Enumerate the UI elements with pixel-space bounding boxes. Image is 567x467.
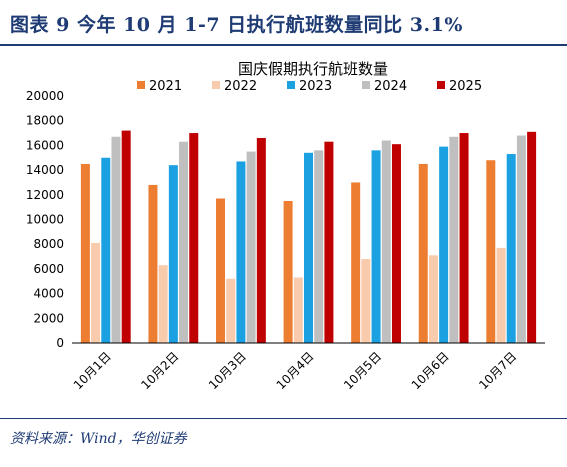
bar-2024-1 (111, 136, 121, 343)
y-tick-label: 6000 (33, 262, 64, 276)
bar-2024-7 (516, 135, 526, 343)
bar-2024-4 (314, 150, 324, 343)
bar-2022-7 (496, 247, 506, 343)
header-divider (0, 44, 567, 46)
x-tick-label: 10月7日 (476, 349, 519, 392)
legend-swatch-2024 (362, 81, 370, 89)
bar-2023-3 (236, 161, 246, 343)
legend-label-2023: 2023 (299, 79, 332, 94)
bar-2025-2 (189, 133, 199, 343)
y-tick-label: 12000 (26, 188, 64, 202)
chart-legend: 2021 2022 2023 2024 2025 (137, 79, 482, 94)
bar-2023-2 (168, 165, 178, 343)
legend-label-2022: 2022 (224, 79, 257, 94)
figure-title: 图表 9 今年 10 月 1-7 日执行航班数量同比 3.1% (10, 14, 463, 36)
bar-series-group (80, 130, 537, 343)
bar-2024-6 (449, 136, 459, 343)
bar-2024-5 (381, 140, 391, 343)
legend-label-2021: 2021 (149, 79, 182, 94)
bar-2021-4 (283, 200, 293, 343)
bar-2021-7 (486, 160, 496, 343)
x-tick-label: 10月6日 (409, 349, 452, 392)
x-tick-label: 10月5日 (341, 349, 384, 392)
y-tick-label: 18000 (26, 114, 64, 128)
bar-2022-3 (226, 278, 236, 343)
x-axis: 10月1日 10月2日 10月3日 10月4日 10月5日 10月6日 10月7日 (71, 342, 545, 392)
bar-2023-6 (439, 146, 449, 343)
x-tick-label: 10月2日 (138, 349, 181, 392)
y-tick-label: 4000 (33, 287, 64, 301)
bar-2022-5 (361, 259, 371, 343)
bar-2022-6 (428, 255, 438, 343)
y-tick-label: 14000 (26, 163, 64, 177)
bar-2023-1 (101, 157, 111, 343)
bar-2023-5 (371, 150, 381, 343)
bar-2024-2 (179, 141, 189, 343)
bar-2021-2 (148, 184, 158, 343)
y-axis: 0 2000 4000 6000 8000 10000 12000 14000 16000 180… (26, 89, 64, 350)
bar-2021-3 (216, 198, 226, 343)
bar-2024-3 (246, 151, 256, 343)
bar-2025-4 (324, 141, 334, 343)
bar-2021-1 (80, 163, 90, 343)
legend-label-2024: 2024 (374, 79, 407, 94)
legend-label-2025: 2025 (449, 79, 482, 94)
bar-2023-7 (506, 154, 516, 343)
legend-swatch-2025 (437, 81, 445, 89)
y-tick-label: 2000 (33, 311, 64, 325)
bar-2022-2 (158, 265, 168, 343)
y-tick-label: 0 (56, 336, 64, 350)
legend-swatch-2021 (137, 81, 145, 89)
bar-2025-5 (391, 144, 401, 343)
x-tick-label: 10月4日 (274, 349, 317, 392)
y-tick-label: 10000 (26, 213, 64, 227)
bar-2025-1 (121, 130, 131, 343)
bar-2025-6 (459, 133, 469, 343)
bar-2023-4 (304, 152, 313, 343)
y-tick-label: 20000 (26, 89, 64, 103)
bar-2025-3 (256, 137, 266, 343)
x-tick-label: 10月1日 (71, 349, 114, 392)
bar-2021-5 (351, 182, 361, 343)
footer-divider (0, 418, 567, 419)
bar-2025-7 (527, 131, 537, 343)
figure-header: 图表 9 今年 10 月 1-7 日执行航班数量同比 3.1% (0, 0, 567, 46)
bar-chart: 国庆假期执行航班数量 2021 2022 2023 2024 2025 0 2000 400… (26, 60, 545, 392)
y-tick-label: 16000 (26, 138, 64, 152)
bar-2021-6 (418, 163, 428, 343)
bar-2022-1 (91, 242, 101, 343)
y-tick-label: 8000 (33, 237, 64, 251)
chart-title: 国庆假期执行航班数量 (238, 60, 388, 78)
legend-swatch-2022 (212, 81, 220, 89)
legend-swatch-2023 (287, 81, 295, 89)
bar-2022-4 (293, 277, 303, 343)
source-note: 资料来源：Wind，华创证券 (10, 431, 187, 447)
x-tick-label: 10月3日 (206, 349, 249, 392)
